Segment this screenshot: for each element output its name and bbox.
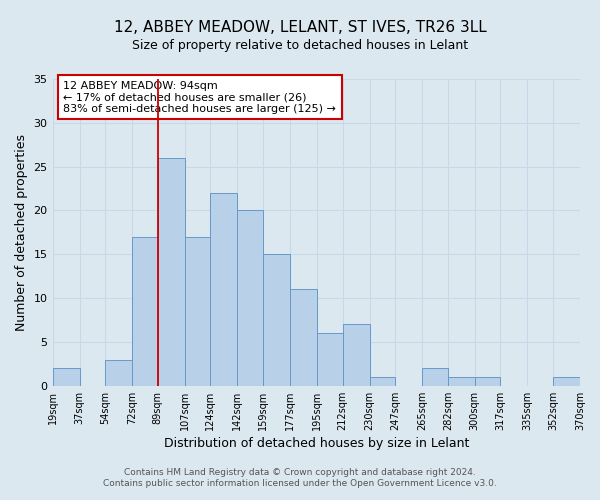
Bar	[158, 158, 185, 386]
Bar	[343, 324, 370, 386]
Bar	[132, 237, 158, 386]
Bar	[263, 254, 290, 386]
X-axis label: Distribution of detached houses by size in Lelant: Distribution of detached houses by size …	[164, 437, 469, 450]
Bar	[211, 193, 238, 386]
Text: 12, ABBEY MEADOW, LELANT, ST IVES, TR26 3LL: 12, ABBEY MEADOW, LELANT, ST IVES, TR26 …	[113, 20, 487, 35]
Bar	[475, 377, 500, 386]
Bar	[290, 290, 317, 386]
Bar	[53, 368, 80, 386]
Text: 12 ABBEY MEADOW: 94sqm
← 17% of detached houses are smaller (26)
83% of semi-det: 12 ABBEY MEADOW: 94sqm ← 17% of detached…	[63, 80, 336, 114]
Y-axis label: Number of detached properties: Number of detached properties	[15, 134, 28, 331]
Bar	[448, 377, 475, 386]
Bar	[553, 377, 580, 386]
Text: Size of property relative to detached houses in Lelant: Size of property relative to detached ho…	[132, 38, 468, 52]
Bar	[185, 237, 211, 386]
Bar	[422, 368, 448, 386]
Bar	[317, 333, 343, 386]
Bar	[370, 377, 395, 386]
Bar	[105, 360, 132, 386]
Text: Contains HM Land Registry data © Crown copyright and database right 2024.
Contai: Contains HM Land Registry data © Crown c…	[103, 468, 497, 487]
Bar	[238, 210, 263, 386]
